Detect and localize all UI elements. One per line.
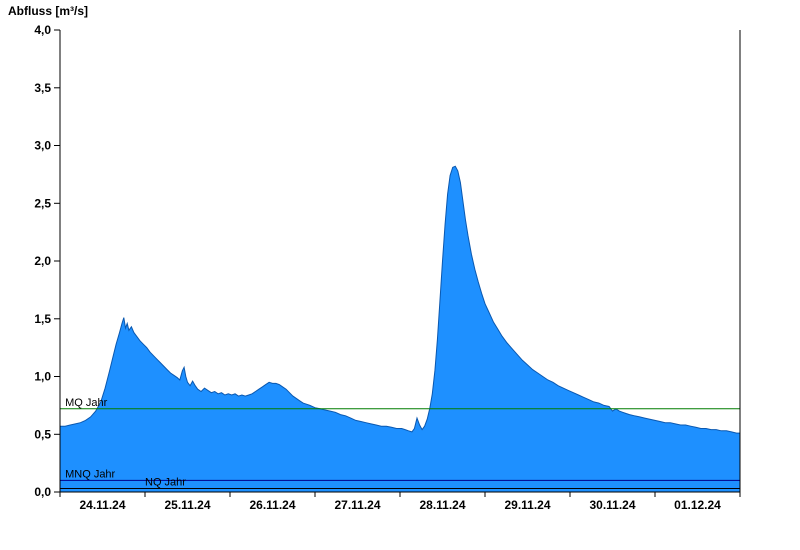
y-tick-label: 2,5	[34, 196, 51, 210]
y-tick-label: 2,0	[34, 254, 51, 268]
chart-title: Abfluss [m³/s]	[8, 4, 89, 18]
mnq-reference-label: MNQ Jahr	[65, 468, 115, 480]
y-tick-label: 3,5	[34, 81, 51, 95]
x-tick-label: 24.11.24	[79, 498, 125, 512]
y-tick-label: 0,0	[34, 485, 51, 499]
y-tick-label: 3,0	[34, 139, 51, 153]
x-tick-label: 27.11.24	[334, 498, 380, 512]
y-tick-label: 1,0	[34, 370, 51, 384]
x-tick-label: 29.11.24	[504, 498, 550, 512]
y-tick-label: 4,0	[34, 23, 51, 37]
discharge-line	[60, 165, 740, 434]
mq-reference-label: MQ Jahr	[65, 397, 108, 409]
y-tick-label: 1,5	[34, 312, 51, 326]
x-tick-label: 28.11.24	[419, 498, 465, 512]
x-tick-label: 30.11.24	[589, 498, 635, 512]
x-tick-label: 26.11.24	[249, 498, 295, 512]
x-tick-label: 25.11.24	[164, 498, 210, 512]
x-tick-label: 01.12.24	[674, 498, 721, 512]
y-tick-label: 0,5	[34, 427, 51, 441]
nq-reference-label: NQ Jahr	[145, 477, 186, 489]
discharge-area	[60, 166, 740, 493]
